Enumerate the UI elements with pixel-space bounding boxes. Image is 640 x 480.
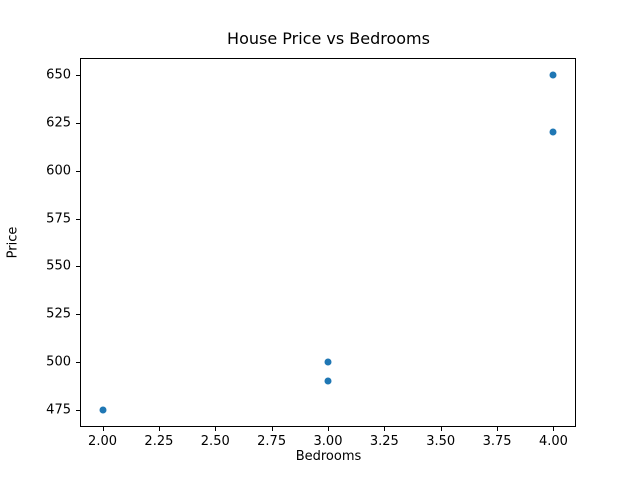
y-tick-mark: [76, 122, 80, 124]
x-tick-mark: [553, 427, 555, 431]
x-tick-label: 3.25: [369, 434, 399, 449]
data-point: [99, 406, 107, 414]
y-tick-label: 475: [46, 402, 71, 418]
x-tick-mark: [158, 427, 160, 431]
y-tick-label: 600: [46, 163, 71, 179]
data-point: [549, 71, 557, 79]
y-tick-label: 500: [46, 354, 71, 370]
y-tick-mark: [76, 218, 80, 220]
y-tick-mark: [76, 74, 80, 76]
chart-title: House Price vs Bedrooms: [227, 29, 430, 48]
y-axis-label: Price: [5, 226, 21, 259]
y-tick-mark: [76, 170, 80, 172]
x-axis-label: Bedrooms: [295, 449, 362, 464]
y-tick-label: 525: [46, 306, 71, 322]
data-point: [549, 128, 557, 136]
x-tick-mark: [384, 427, 386, 431]
data-point: [324, 377, 332, 385]
x-tick-mark: [497, 427, 499, 431]
x-tick-label: 4.00: [538, 434, 568, 449]
y-tick-mark: [76, 314, 80, 316]
x-tick-label: 2.00: [88, 434, 118, 449]
y-tick-label: 650: [46, 67, 71, 83]
y-tick-label: 625: [46, 115, 71, 131]
x-tick-mark: [271, 427, 273, 431]
x-tick-label: 3.00: [313, 434, 343, 449]
axes-frame: [80, 58, 576, 427]
y-tick-label: 550: [46, 258, 71, 274]
x-tick-label: 2.25: [144, 434, 174, 449]
y-tick-mark: [76, 266, 80, 268]
x-tick-mark: [102, 427, 104, 431]
x-tick-label: 2.50: [200, 434, 230, 449]
x-tick-mark: [440, 427, 442, 431]
x-tick-label: 3.75: [482, 434, 512, 449]
x-tick-label: 2.75: [257, 434, 287, 449]
x-tick-mark: [215, 427, 217, 431]
y-tick-mark: [76, 362, 80, 364]
y-tick-label: 575: [46, 211, 71, 227]
x-tick-mark: [328, 427, 329, 431]
y-tick-mark: [76, 410, 80, 412]
data-point: [324, 358, 332, 366]
x-tick-label: 3.50: [426, 434, 456, 449]
